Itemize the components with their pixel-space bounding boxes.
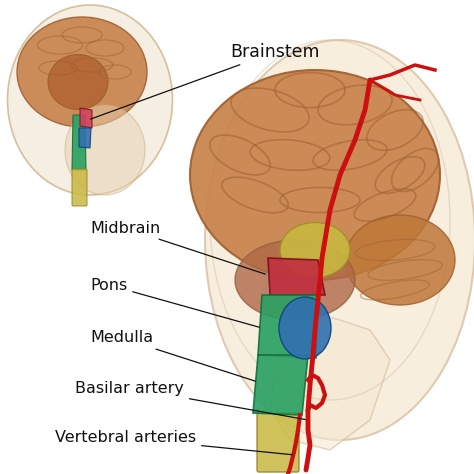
Ellipse shape (345, 215, 455, 305)
Ellipse shape (48, 55, 108, 109)
Text: Medulla: Medulla (90, 330, 255, 381)
Text: Basilar artery: Basilar artery (75, 381, 305, 419)
Ellipse shape (205, 40, 474, 440)
Text: Brainstem: Brainstem (91, 43, 319, 119)
Ellipse shape (190, 70, 440, 280)
Ellipse shape (235, 240, 355, 320)
Polygon shape (80, 108, 92, 128)
FancyBboxPatch shape (72, 169, 87, 206)
Ellipse shape (8, 5, 173, 195)
Text: Midbrain: Midbrain (90, 220, 265, 274)
Ellipse shape (17, 17, 147, 127)
Ellipse shape (65, 105, 145, 195)
Polygon shape (253, 355, 308, 415)
Polygon shape (79, 128, 91, 148)
Text: Vertebral arteries: Vertebral arteries (55, 430, 292, 455)
Polygon shape (270, 310, 390, 450)
Text: Pons: Pons (90, 277, 259, 327)
Ellipse shape (279, 297, 331, 359)
Ellipse shape (280, 222, 350, 277)
FancyBboxPatch shape (257, 413, 299, 472)
Polygon shape (268, 258, 325, 295)
Polygon shape (72, 115, 86, 170)
Polygon shape (258, 295, 318, 358)
